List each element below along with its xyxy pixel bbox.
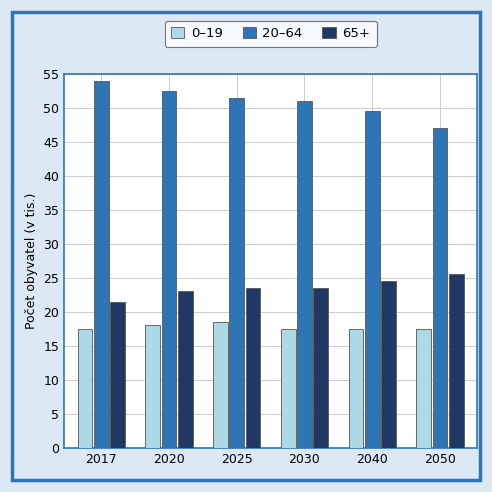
Bar [110,302,125,448]
Bar [246,288,260,448]
Y-axis label: Počet obyvatel (v tis.): Počet obyvatel (v tis.) [25,192,37,329]
Bar [449,275,463,448]
Bar [365,111,380,448]
Bar [229,97,244,448]
Bar [145,325,160,448]
Bar [381,281,396,448]
Legend: 0–19, 20–64, 65+: 0–19, 20–64, 65+ [164,21,377,47]
Bar [94,81,109,448]
Bar [313,288,328,448]
Bar [78,329,92,448]
Bar [348,329,364,448]
Bar [432,128,447,448]
Bar [178,291,193,448]
Bar [297,101,312,448]
Bar [416,329,431,448]
Bar [213,322,228,448]
Bar [161,91,177,448]
Bar [281,329,296,448]
